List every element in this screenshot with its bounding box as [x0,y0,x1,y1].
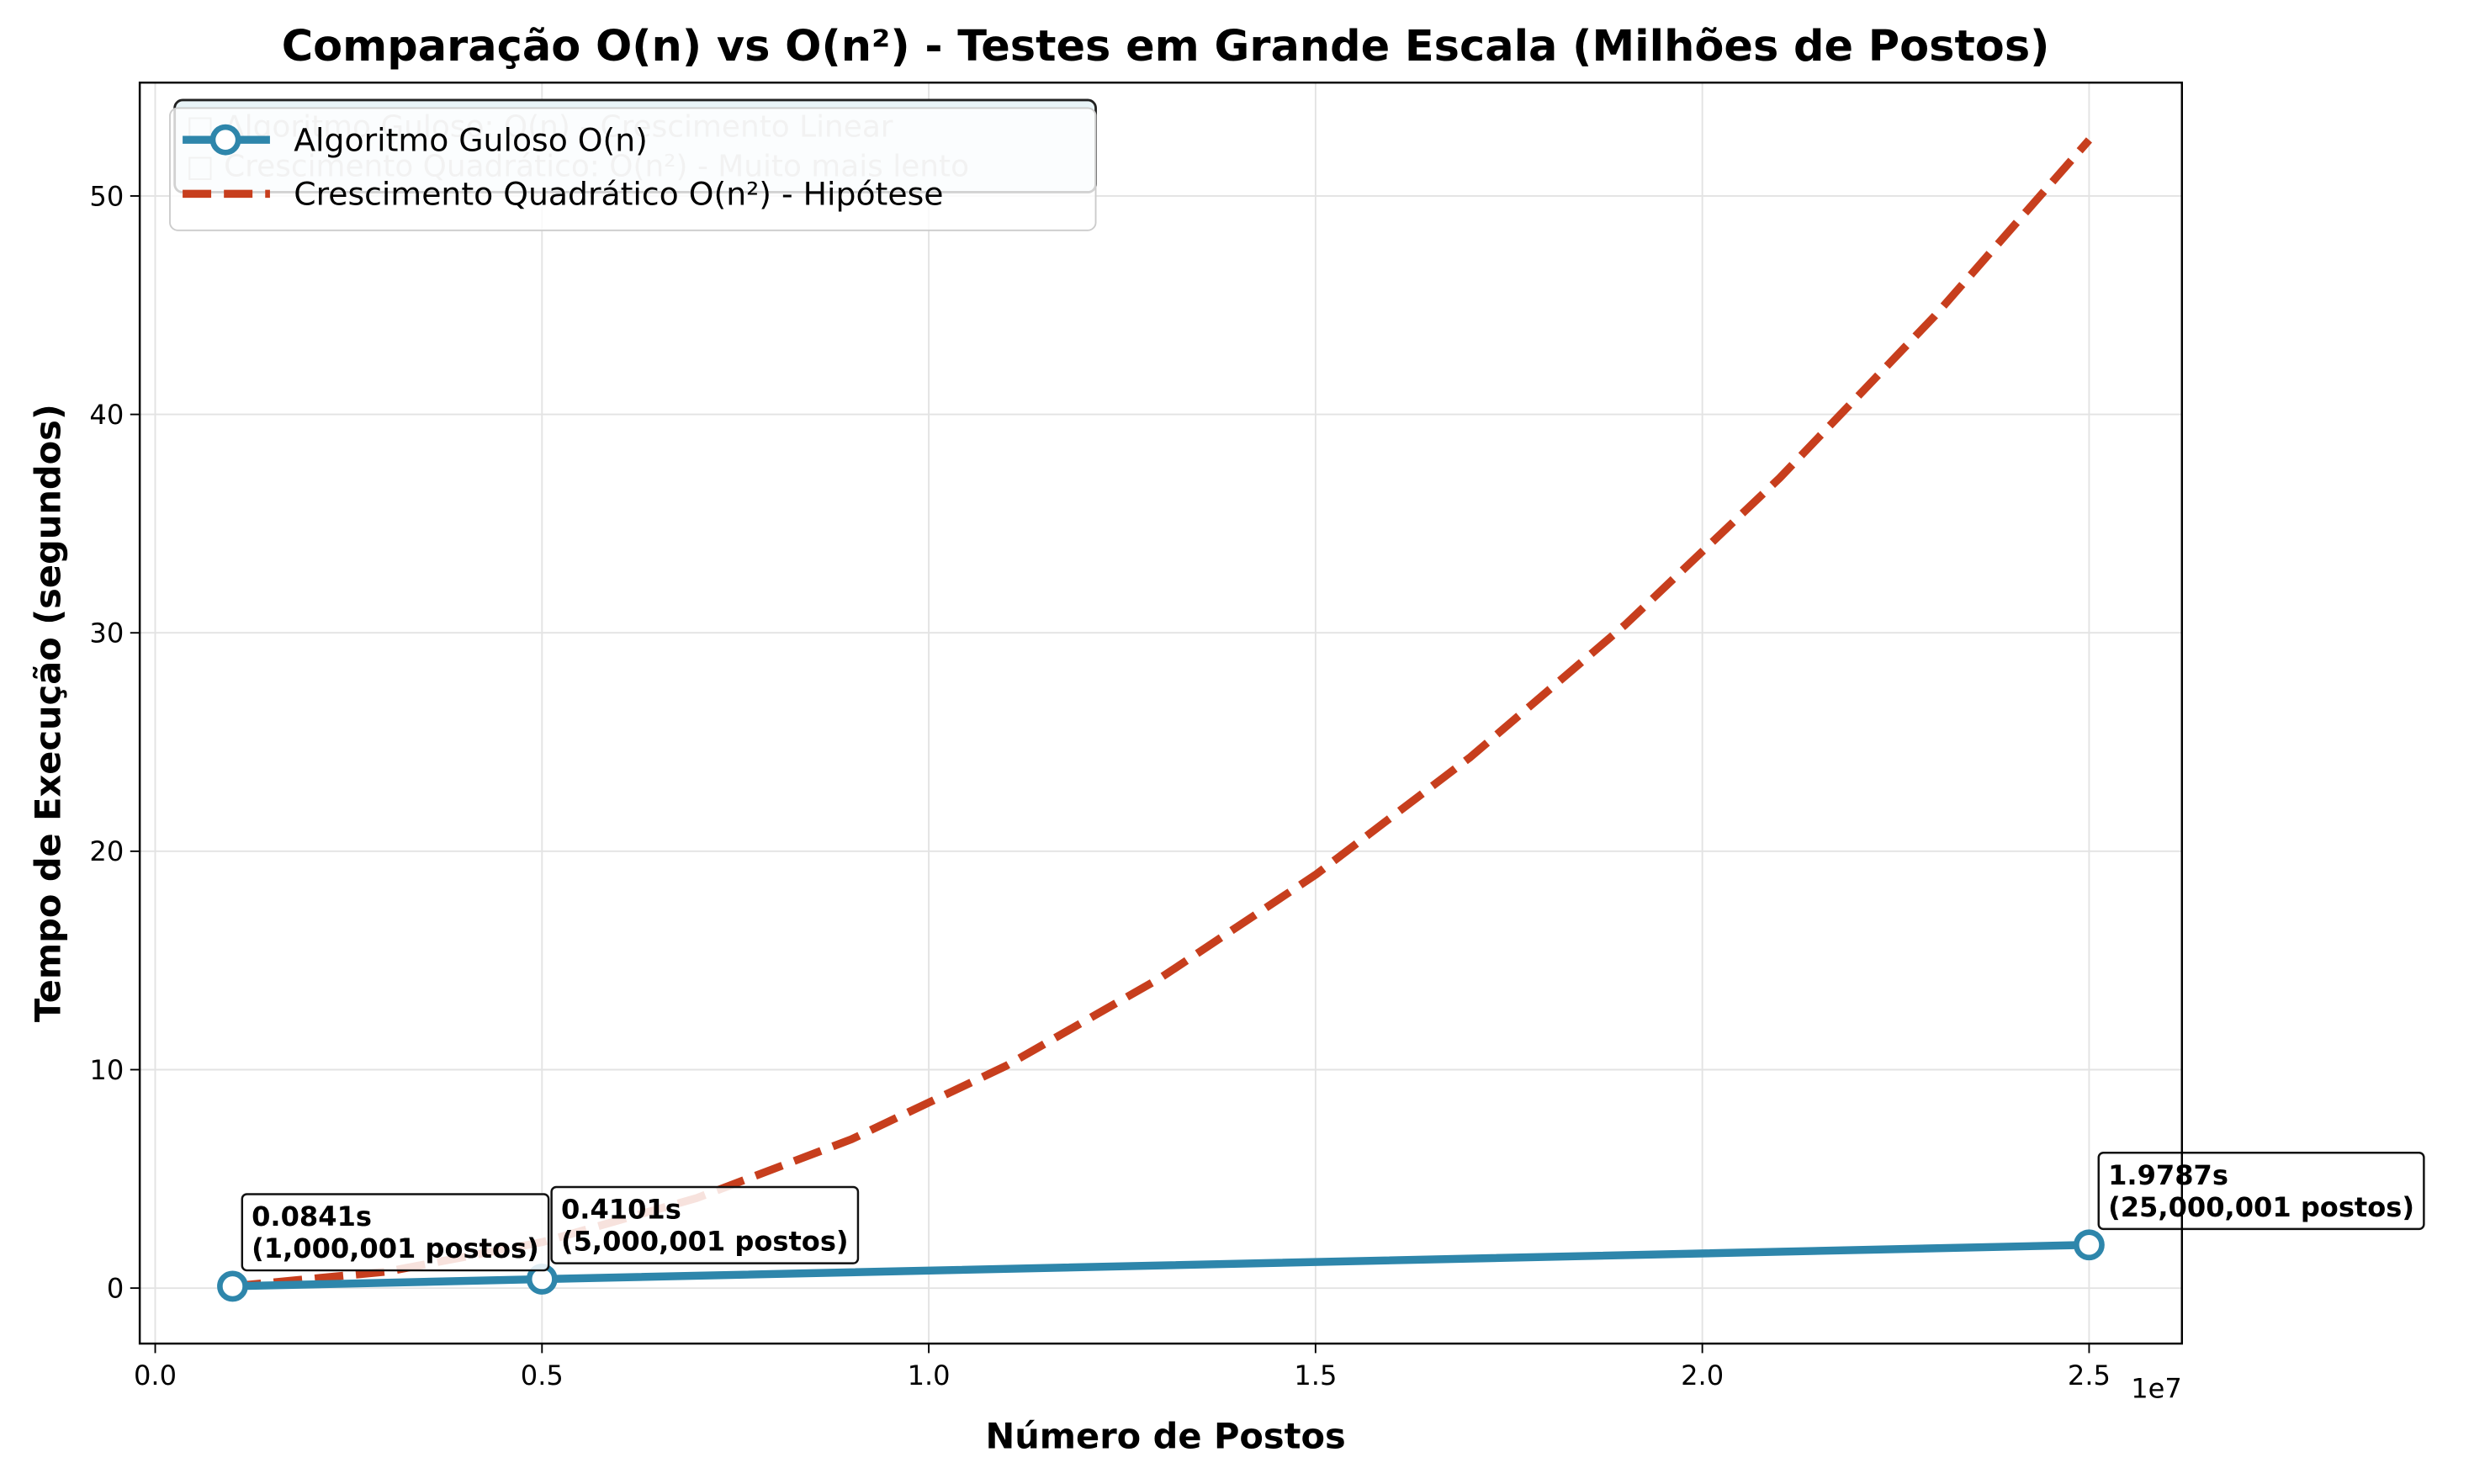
legend: Algoritmo Guloso O(n) Crescimento Quadrát… [169,107,1097,231]
x-tick-label: 1.0 [908,1359,951,1391]
data-point [217,1270,248,1302]
y-tick-label: 40 [89,399,124,431]
annotation-box [2097,1152,2425,1231]
annotation-text: 0.0841s [252,1200,372,1232]
y-tick-label: 30 [89,617,124,649]
y-tick-label: 0 [107,1272,124,1304]
annotation-text: (5,000,001 postos) [561,1226,849,1258]
legend-marker [209,124,241,156]
y-tick-label: 50 [89,180,124,212]
legend-label: Algoritmo Guloso O(n) [294,121,648,158]
legend-box [169,107,1097,231]
chart-title: Comparação O(n) vs O(n²) - Testes em Gra… [282,22,2050,72]
x-tick-label: 0.5 [521,1359,564,1391]
y-tick-label: 10 [89,1054,124,1086]
x-offset-label: 1e7 [2131,1372,2182,1404]
annotation-text: (1,000,001 postos) [252,1232,539,1264]
annotation-text: 0.4101s [561,1194,681,1226]
x-tick-label: 0.0 [134,1359,177,1391]
annotation: 0.0841s(1,000,001 postos) [241,1193,550,1272]
x-tick-label: 2.0 [1681,1359,1724,1391]
x-tick-label: 1.5 [1294,1359,1337,1391]
annotation: 1.9787s(25,000,001 postos) [2097,1152,2425,1231]
y-tick-label: 20 [89,835,124,867]
annotation: 0.4101s(5,000,001 postos) [550,1185,860,1264]
plot-frame [138,81,2184,1345]
annotation-text: (25,000,001 postos) [2108,1191,2414,1223]
x-tick-label: 2.5 [2068,1359,2111,1391]
data-point [2074,1229,2105,1261]
legend-label: Crescimento Quadrático O(n²) - Hipótese [294,176,943,213]
annotation-box [550,1185,860,1264]
annotation-box [241,1193,550,1272]
x-axis-label: Número de Postos [985,1416,1345,1457]
y-axis-label: Tempo de Execução (segundos) [28,404,69,1022]
annotation-text: 1.9787s [2108,1159,2228,1191]
